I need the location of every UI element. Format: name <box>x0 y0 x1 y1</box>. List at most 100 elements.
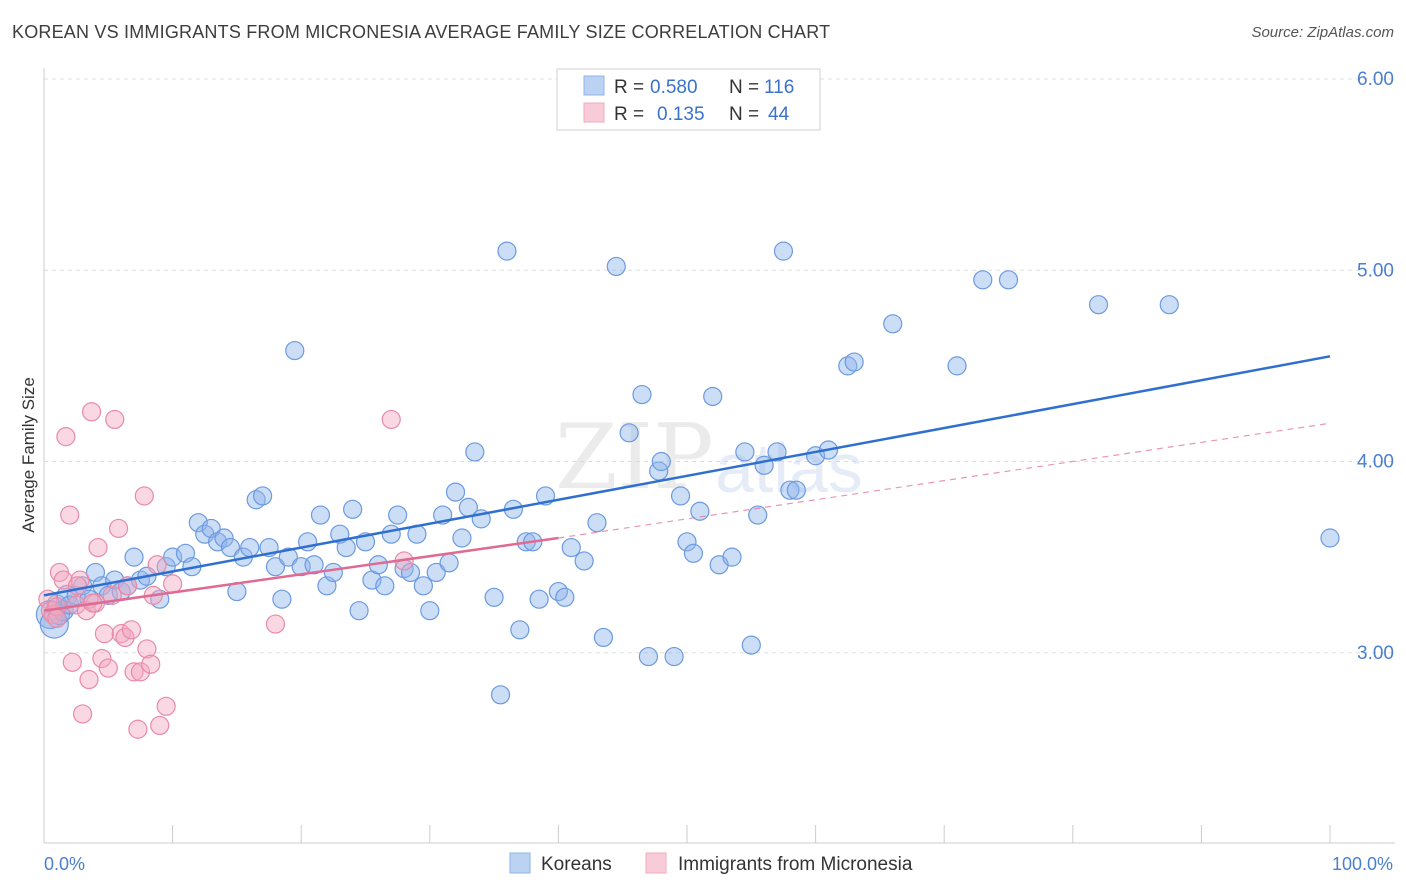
korean-point <box>748 505 768 525</box>
korean-point <box>510 620 530 640</box>
legend-n-koreans: 116 <box>764 77 794 98</box>
y-axis-label: Average Family Size <box>19 377 38 533</box>
korean-point <box>285 340 305 361</box>
korean-point <box>490 685 511 705</box>
micronesia-point <box>128 719 148 739</box>
trend-extension-micronesia <box>558 422 1331 539</box>
korean-point <box>651 451 671 472</box>
korean-point <box>767 442 787 462</box>
micronesia-point <box>67 576 88 596</box>
korean-point <box>413 576 433 596</box>
korean-point <box>323 562 343 583</box>
korean-point <box>343 499 363 519</box>
korean-point <box>561 537 581 558</box>
micronesia-point <box>163 574 183 594</box>
series-koreans <box>35 241 1340 705</box>
series-micronesia <box>38 402 414 739</box>
korean-point <box>388 505 408 525</box>
bottom-legend-koreans: Koreans <box>541 854 612 875</box>
legend-swatch-micronesia <box>583 102 605 123</box>
korean-point <box>947 356 967 376</box>
micronesia-point <box>265 614 286 634</box>
korean-point <box>574 551 594 571</box>
korean-point <box>632 384 652 405</box>
korean-point <box>703 386 723 407</box>
micronesia-point <box>98 658 118 678</box>
micronesia-point <box>134 486 154 506</box>
micronesia-point <box>56 427 76 447</box>
micronesia-point <box>124 662 144 682</box>
korean-point <box>214 528 234 548</box>
y-tick-labels: 3.00 4.00 5.00 6.00 <box>1357 69 1394 664</box>
korean-point <box>773 241 794 261</box>
micronesia-point <box>72 704 93 724</box>
korean-point <box>497 241 517 261</box>
korean-point <box>240 537 260 558</box>
source-label: Source: ZipAtlas.com <box>1251 24 1394 41</box>
korean-point <box>606 256 626 277</box>
micronesia-point <box>141 654 161 674</box>
axes <box>43 68 1395 844</box>
series-legend: Koreans Immigrants from Micronesia <box>509 852 913 875</box>
points <box>35 241 1340 739</box>
korean-point <box>722 547 742 567</box>
korean-point <box>220 537 241 558</box>
korean-point <box>741 635 761 655</box>
watermark-zip: ZIP <box>555 405 714 510</box>
micronesia-point <box>121 620 142 640</box>
stats-legend: R = 0.580 N = 116 R = 0.135 N = 44 <box>556 68 821 131</box>
micronesia-point <box>79 669 99 690</box>
korean-point <box>265 557 286 577</box>
korean-point <box>452 528 472 548</box>
korean-point <box>786 480 806 500</box>
korean-point <box>883 314 903 334</box>
korean-point <box>670 486 691 506</box>
micronesia-point <box>105 409 125 430</box>
micronesia-point <box>53 570 73 590</box>
korean-point <box>844 352 864 372</box>
korean-point <box>445 482 466 502</box>
legend-n-label-koreans: N = <box>729 77 759 98</box>
micronesia-point <box>81 402 102 422</box>
korean-point <box>439 553 459 573</box>
korean-point <box>677 532 697 552</box>
bottom-legend-swatch-koreans <box>509 852 531 874</box>
trend-line-koreans <box>43 355 1331 597</box>
micronesia-point <box>156 696 176 716</box>
y-tick-label: 4.00 <box>1357 452 1394 473</box>
micronesia-point <box>92 648 112 669</box>
chart-title: KOREAN VS IMMIGRANTS FROM MICRONESIA AVE… <box>12 22 831 42</box>
legend-r-koreans: 0.580 <box>650 77 698 98</box>
korean-point <box>484 587 504 607</box>
legend-r-label-koreans: R = <box>614 77 644 98</box>
korean-point <box>163 547 183 567</box>
legend-r-micronesia: 0.135 <box>657 104 705 125</box>
korean-point <box>278 547 298 567</box>
korean-point <box>754 455 774 475</box>
korean-point <box>683 543 704 563</box>
korean-point <box>1320 528 1340 548</box>
korean-point <box>593 627 614 648</box>
korean-point <box>587 513 607 533</box>
y-tick-label: 3.00 <box>1357 643 1394 664</box>
korean-point <box>780 480 800 500</box>
legend-n-micronesia: 44 <box>768 104 790 125</box>
watermark-atlas: atlas <box>715 429 863 507</box>
micronesia-point <box>94 624 115 644</box>
micronesia-point <box>150 715 170 736</box>
legend-r-label-micronesia: R = <box>614 104 644 125</box>
korean-point <box>998 270 1019 290</box>
y-tick-label: 6.00 <box>1357 69 1394 90</box>
korean-point <box>1088 295 1109 315</box>
micronesia-point <box>147 555 167 575</box>
y-tick-label: 5.00 <box>1357 260 1394 281</box>
korean-point <box>555 587 575 607</box>
micronesia-point <box>62 652 82 672</box>
micronesia-point <box>60 505 80 525</box>
micronesia-point <box>108 518 129 539</box>
watermark: ZIP atlas <box>555 405 863 510</box>
korean-point <box>310 505 331 525</box>
korean-point <box>735 442 755 462</box>
trend-lines <box>43 355 1331 612</box>
korean-point <box>400 562 421 583</box>
